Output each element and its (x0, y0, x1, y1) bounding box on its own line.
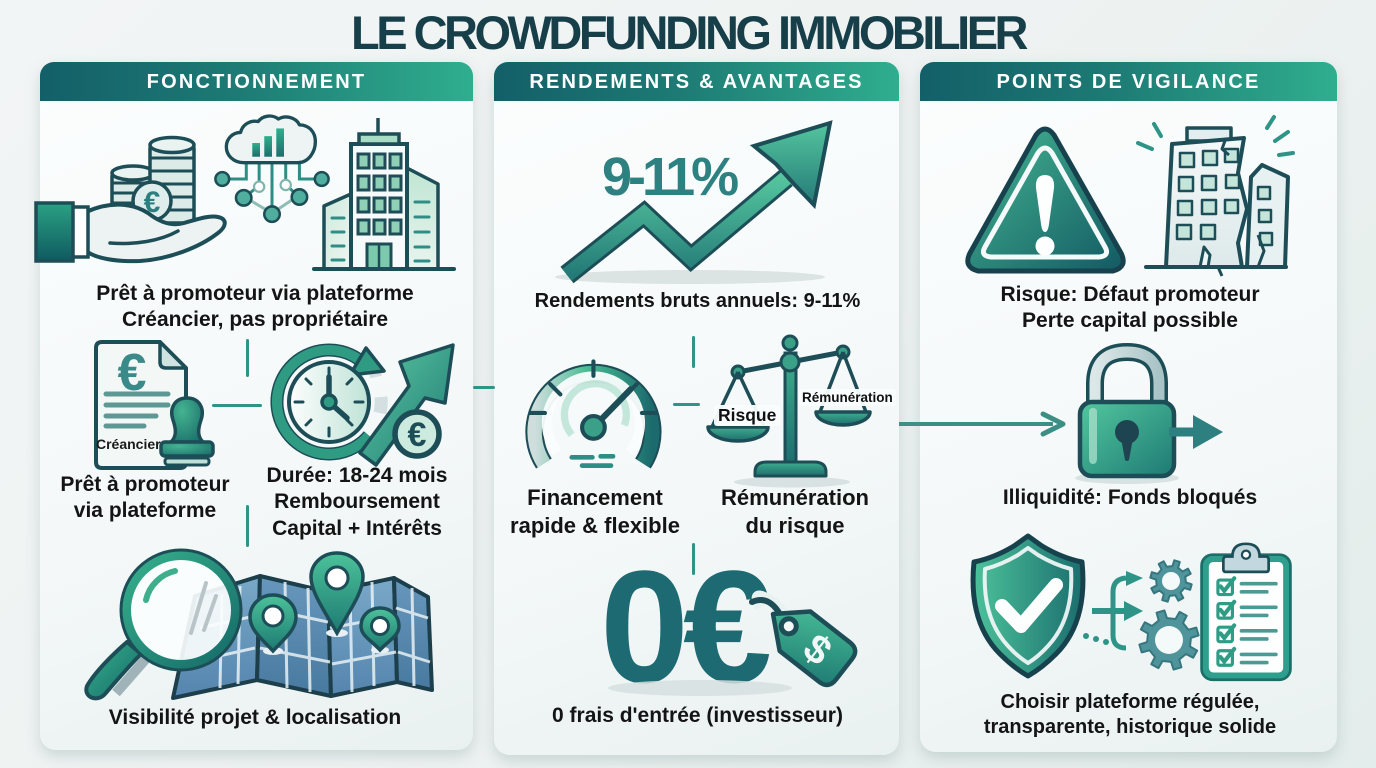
svg-text:Créancier: Créancier (96, 436, 161, 452)
svg-text:€: € (408, 416, 427, 454)
